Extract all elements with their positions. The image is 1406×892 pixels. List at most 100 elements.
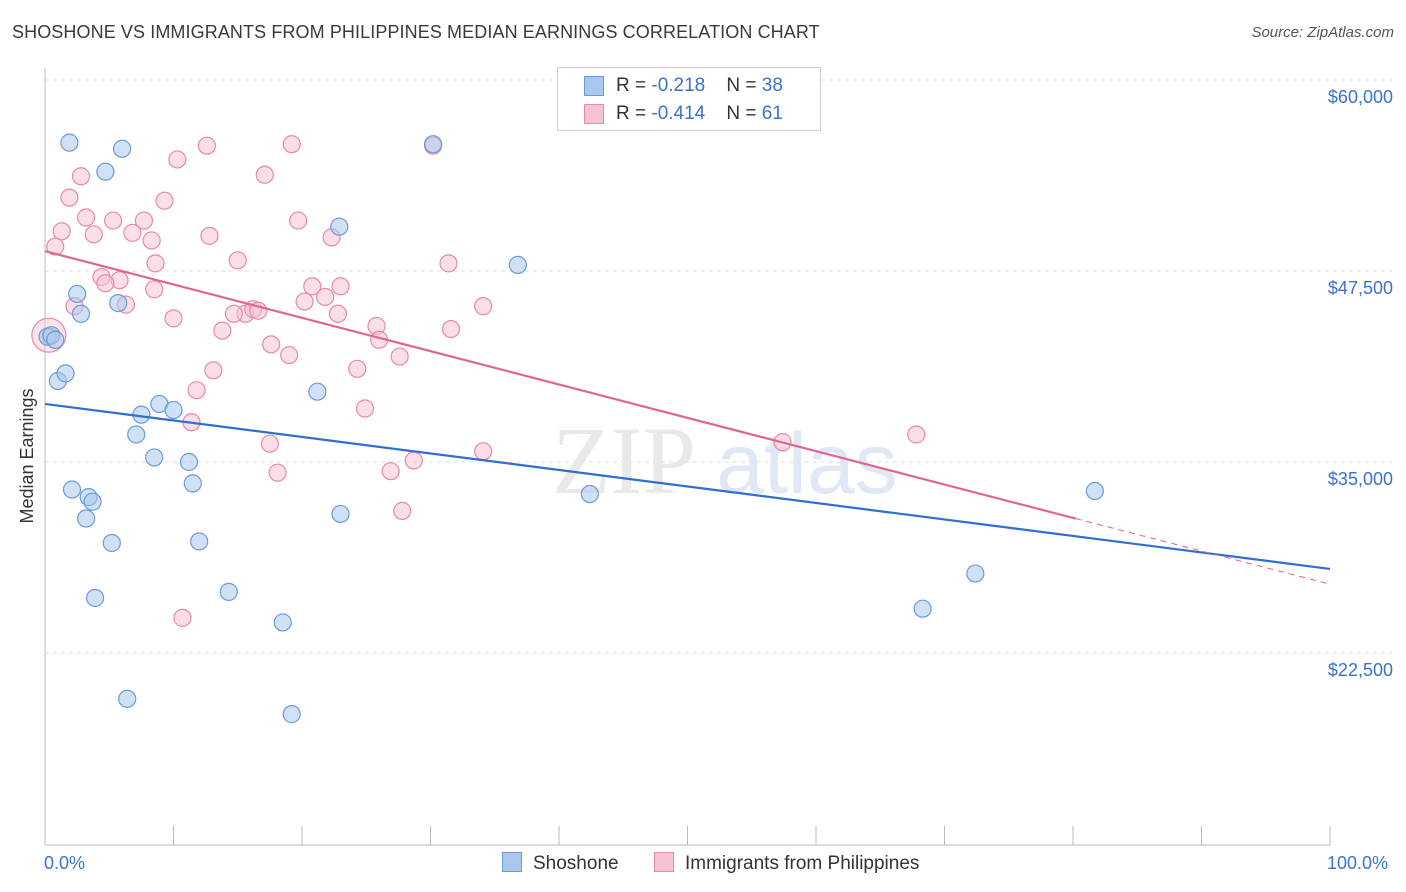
bottom-legend-philippines: Immigrants from Philippines [654, 852, 919, 876]
shoshone-point [183, 474, 202, 493]
philippines-point [255, 165, 274, 184]
legend-swatch-shoshone [584, 76, 604, 96]
philippines-point [474, 297, 493, 316]
legend-r-label: R = [616, 103, 652, 124]
philippines-point [303, 277, 322, 296]
philippines-point [328, 304, 348, 323]
bottom-legend-swatch-shoshone [502, 852, 522, 872]
legend-n-label: N = [726, 103, 762, 124]
shoshone-trend-line [44, 402, 1331, 571]
philippines-point [134, 211, 154, 230]
bottom-legend-swatch-philippines [654, 852, 674, 872]
source-credit: Source: ZipAtlas.com [1251, 24, 1394, 41]
philippines-point [404, 451, 423, 470]
watermark-zip: ZIP [552, 407, 696, 514]
legend-r-value-shoshone: -0.218 [651, 75, 706, 96]
philippines-point [393, 501, 412, 520]
philippines-point [228, 251, 247, 270]
chart-title: SHOSHONE VS IMMIGRANTS FROM PHILIPPINES … [12, 22, 820, 42]
y-tick-label: $35,000 [1328, 469, 1393, 489]
watermark: ZIP atlas [552, 407, 898, 514]
shoshone-point [273, 613, 292, 632]
shoshone-point [179, 452, 199, 472]
shoshone-point [46, 330, 65, 349]
stats-legend: R = -0.218 N = 38 R = -0.414 N = 61 [557, 67, 821, 131]
philippines-trend-extension [1075, 518, 1331, 585]
philippines-point [164, 309, 183, 328]
shoshone-point [164, 400, 183, 420]
shoshone-point [330, 217, 349, 236]
philippines-point [60, 188, 79, 207]
shoshone-point [127, 425, 146, 444]
philippines-point [46, 237, 65, 256]
philippines-point [289, 211, 308, 230]
philippines-point [204, 361, 223, 380]
shoshone-point [83, 492, 102, 511]
shoshone-point [331, 504, 350, 524]
legend-r-value-philippines: -0.414 [651, 103, 706, 124]
philippines-point [390, 347, 409, 366]
trend-lines [44, 250, 1331, 585]
shoshone-point [86, 588, 105, 608]
philippines-point [280, 345, 299, 365]
watermark-atlas: atlas [716, 416, 898, 512]
shoshone-point [508, 255, 527, 274]
y-axis-label: Median Earnings [17, 388, 37, 523]
shoshone-point [282, 705, 301, 724]
philippines-point [441, 319, 461, 339]
philippines-point [474, 442, 493, 461]
philippines-point [439, 254, 458, 273]
philippines-point [260, 434, 279, 453]
shoshone-point [308, 382, 327, 401]
bottom-legend-label-philippines: Immigrants from Philippines [685, 853, 920, 874]
bottom-legend-label-shoshone: Shoshone [533, 853, 619, 874]
philippines-point [213, 321, 232, 340]
y-tick-labels: $22,500 $35,000 $47,500 $60,000 [1328, 87, 1393, 680]
philippines-point [316, 287, 335, 307]
shoshone-point [56, 364, 75, 383]
philippines-point [168, 150, 187, 169]
shoshone-point [580, 484, 599, 504]
philippines-point [123, 223, 142, 242]
philippines-point [155, 191, 174, 210]
y-tick-label: $60,000 [1328, 87, 1393, 107]
legend-n-value-shoshone: 38 [761, 75, 783, 96]
philippines-point [187, 381, 206, 400]
bottom-legend-shoshone: Shoshone [502, 852, 619, 876]
philippines-point [142, 231, 161, 250]
philippines-point [268, 463, 287, 482]
philippines-point [104, 211, 123, 230]
shoshone-point [190, 532, 209, 551]
philippines-point [224, 304, 243, 323]
legend-swatch-philippines [584, 104, 604, 124]
shoshone-point [102, 533, 121, 553]
philippines-point [52, 222, 71, 241]
philippines-point [348, 359, 367, 378]
philippines-point [381, 462, 400, 481]
shoshone-point [96, 162, 115, 181]
shoshone-point [219, 582, 238, 601]
philippines-point [907, 425, 926, 444]
shoshone-point [423, 135, 443, 154]
shoshone-point [145, 448, 164, 467]
philippines-point [282, 135, 301, 154]
philippines-point [331, 277, 350, 296]
y-tick-label: $47,500 [1328, 278, 1393, 298]
philippines-point [84, 225, 103, 244]
philippines-point [146, 254, 165, 273]
philippines-point [145, 280, 164, 299]
shoshone-point [109, 293, 128, 313]
gridlines [45, 79, 1392, 654]
legend-r-label: R = [616, 75, 652, 96]
shoshone-point [966, 564, 985, 583]
shoshone-point [913, 599, 932, 618]
philippines-point [71, 167, 91, 186]
shoshone-point [60, 133, 79, 152]
x-tick-label-min: 0.0% [44, 853, 85, 873]
shoshone-point [77, 509, 96, 528]
legend-n-value-philippines: 61 [761, 103, 783, 124]
shoshone-point [118, 689, 137, 708]
shoshone-point [71, 304, 91, 323]
philippines-trend-line [44, 250, 1076, 520]
